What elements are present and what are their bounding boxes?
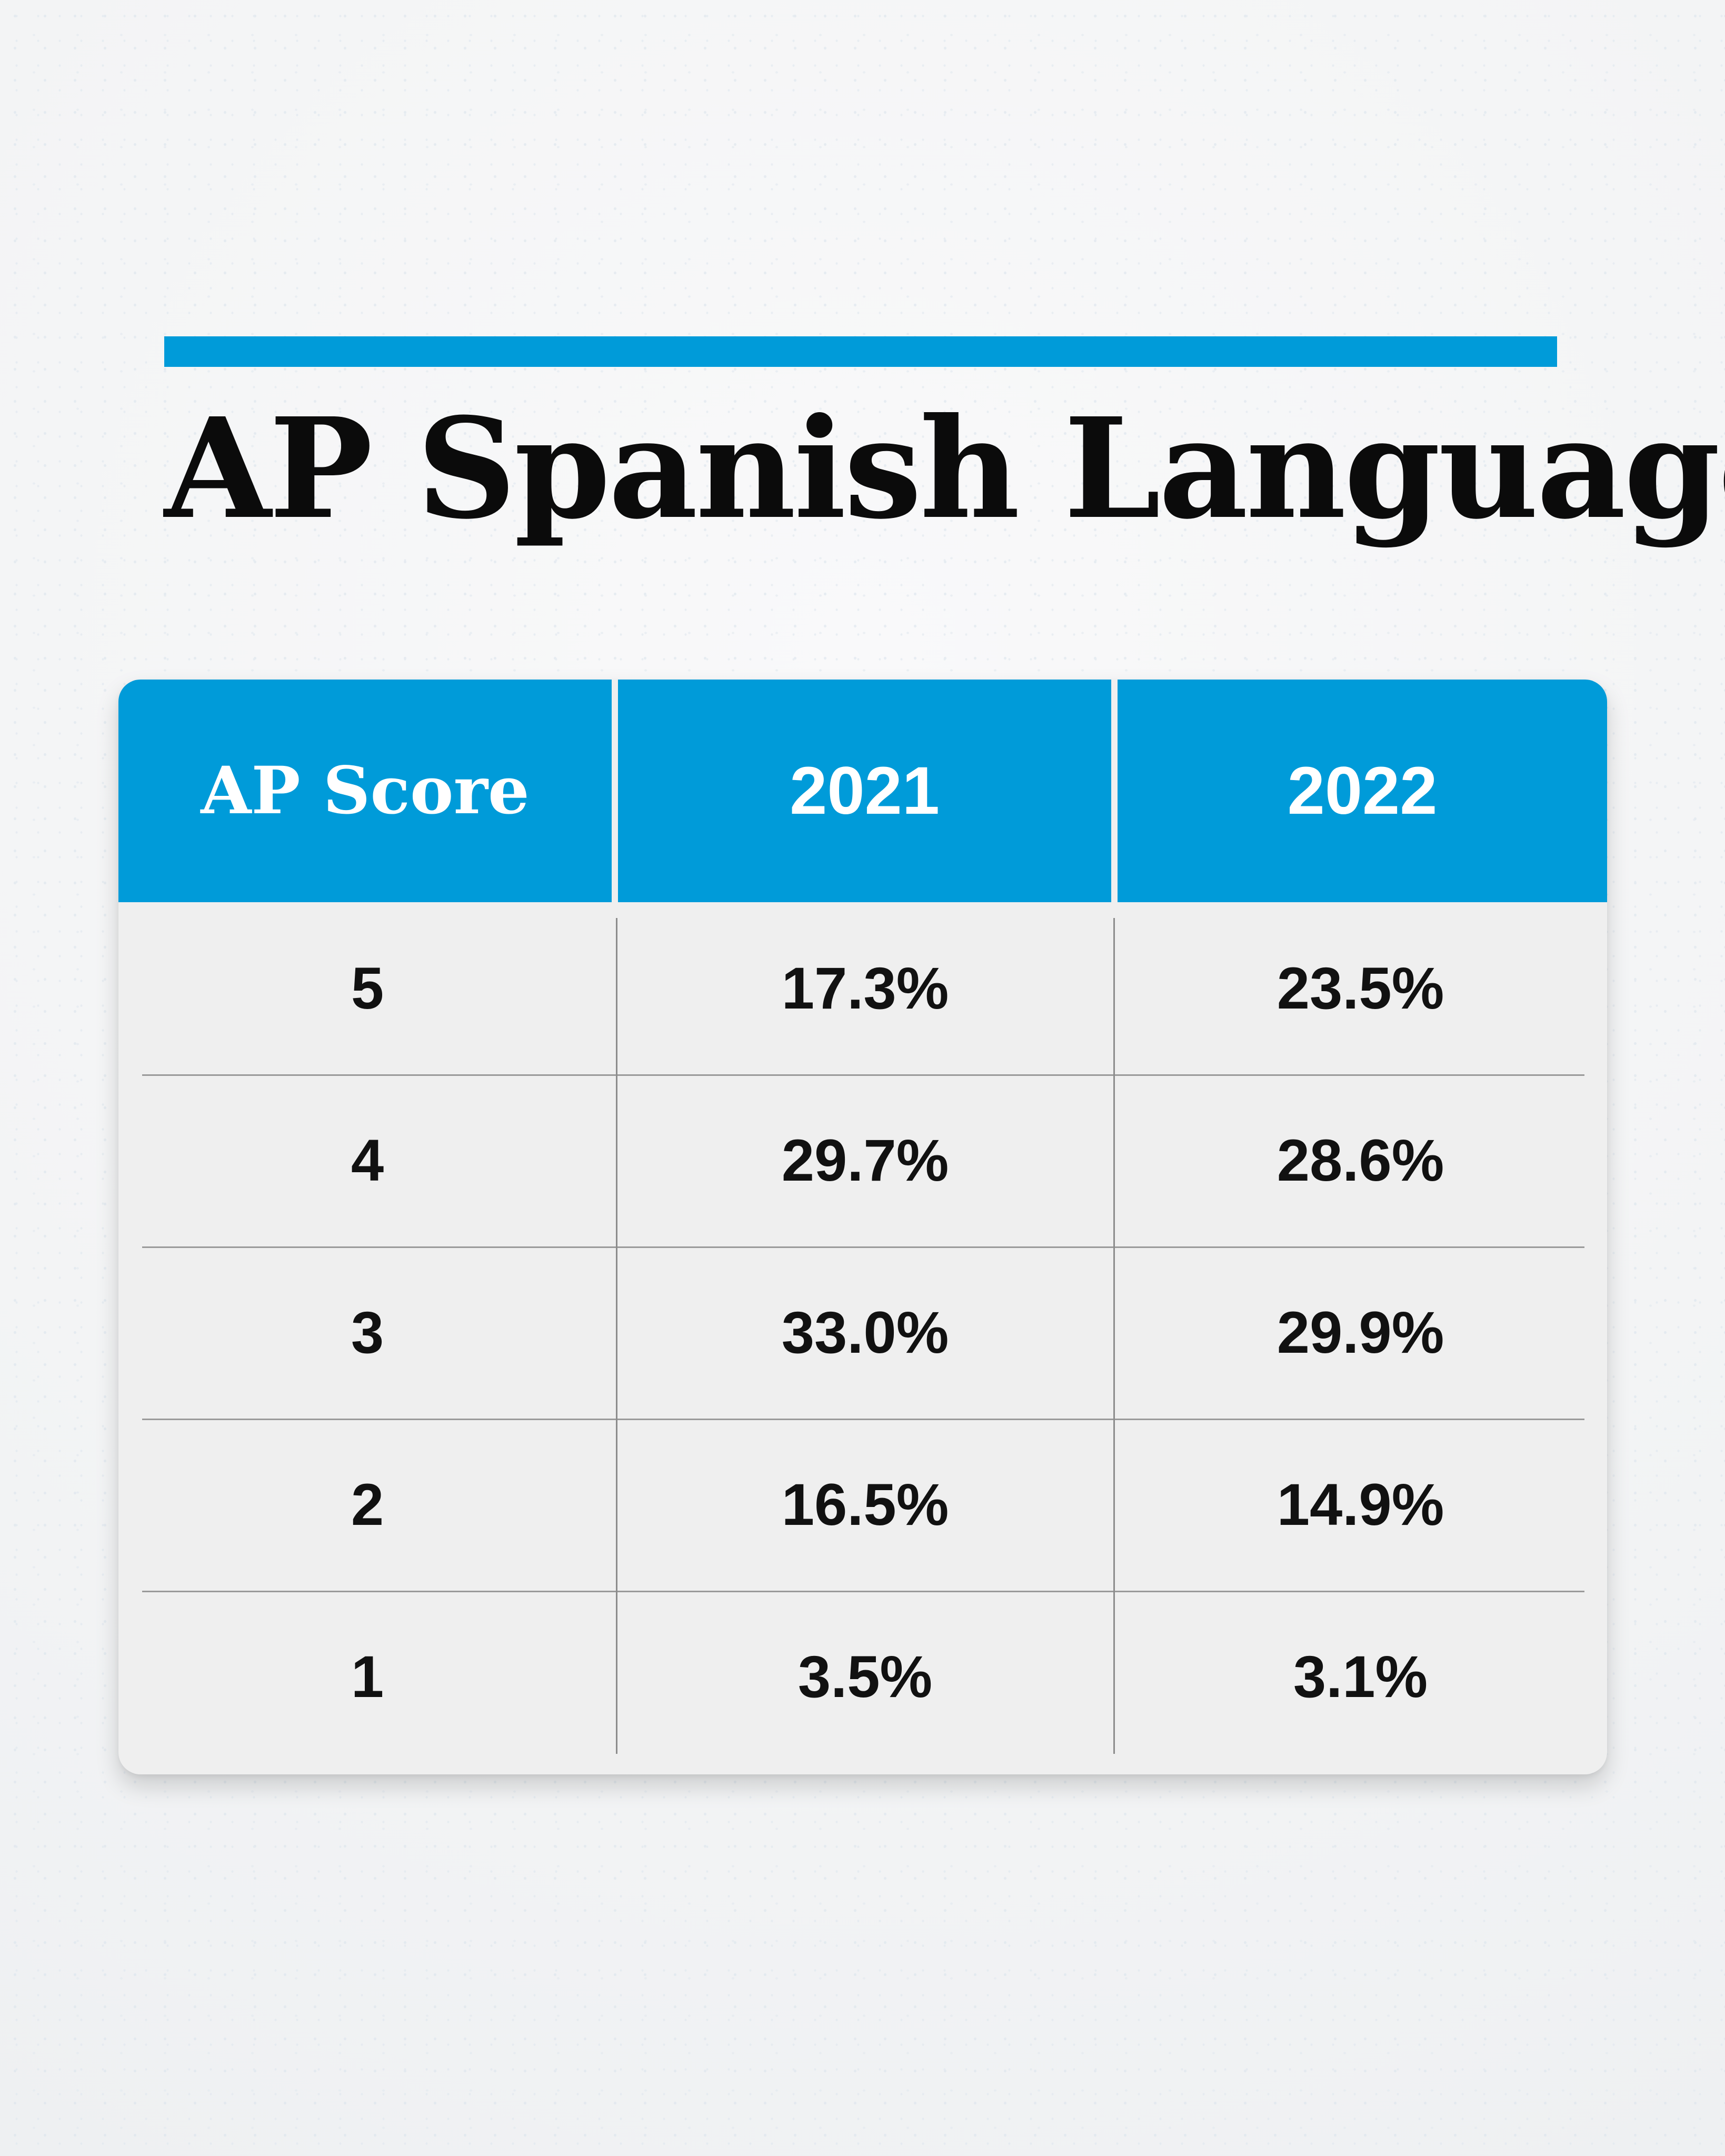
cell-2022: 3.1% bbox=[1293, 1644, 1428, 1710]
title-accent-bar bbox=[164, 336, 1557, 367]
cell-2021: 3.5% bbox=[797, 1644, 933, 1710]
cell-2021: 16.5% bbox=[781, 1472, 949, 1538]
table-header-row: AP Score 2021 2022 bbox=[118, 680, 1607, 902]
cell-2021: 17.3% bbox=[781, 955, 949, 1021]
cell-2021: 29.7% bbox=[781, 1127, 949, 1193]
chart-title: AP Spanish Language bbox=[164, 387, 1725, 550]
row-divider bbox=[142, 1419, 1584, 1420]
header-2021: 2021 bbox=[618, 680, 1111, 902]
table-row-score-3: 3 33.0% 29.9% bbox=[118, 1246, 1607, 1419]
header-ap-score: AP Score bbox=[118, 680, 612, 902]
row-divider bbox=[142, 1074, 1584, 1076]
cell-2022: 23.5% bbox=[1277, 955, 1444, 1021]
table-row-score-5: 5 17.3% 23.5% bbox=[118, 902, 1607, 1074]
score-table: AP Score 2021 2022 5 17.3% 23.5% 4 29.7%… bbox=[118, 680, 1607, 1774]
cell-score: 4 bbox=[351, 1127, 384, 1193]
cell-2022: 14.9% bbox=[1277, 1472, 1444, 1538]
cell-2022: 29.9% bbox=[1277, 1300, 1444, 1365]
cell-score: 5 bbox=[351, 955, 384, 1021]
table-row-score-4: 4 29.7% 28.6% bbox=[118, 1074, 1607, 1246]
header-2022: 2022 bbox=[1118, 680, 1607, 902]
table-row-score-1: 1 3.5% 3.1% bbox=[118, 1591, 1607, 1763]
table-body: 5 17.3% 23.5% 4 29.7% 28.6% 3 33.0% 29.9… bbox=[118, 902, 1607, 1763]
column-divider-1 bbox=[616, 918, 617, 1754]
table-row-score-2: 2 16.5% 14.9% bbox=[118, 1419, 1607, 1591]
cell-2021: 33.0% bbox=[781, 1300, 949, 1365]
column-divider-2 bbox=[1113, 918, 1115, 1754]
cell-score: 1 bbox=[351, 1644, 384, 1710]
row-divider bbox=[142, 1246, 1584, 1248]
cell-score: 3 bbox=[351, 1300, 384, 1365]
cell-2022: 28.6% bbox=[1277, 1127, 1444, 1193]
row-divider bbox=[142, 1591, 1584, 1592]
cell-score: 2 bbox=[351, 1472, 384, 1538]
